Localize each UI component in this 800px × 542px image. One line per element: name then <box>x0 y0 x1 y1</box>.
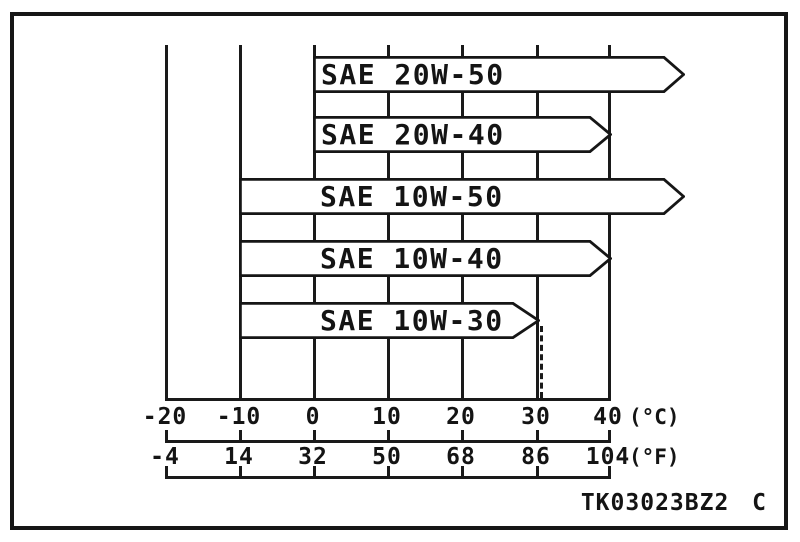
celsius-tick-10: 10 <box>372 404 402 430</box>
arrow-shape <box>239 302 540 339</box>
bar-sae-20w-50: SAE 20W-50 <box>313 56 685 93</box>
celsius-tick-40: 40 <box>593 404 623 430</box>
bar-label-sae-10w-30: SAE 10W-30 <box>320 304 504 337</box>
celsius-ruler-tick-1 <box>165 430 168 441</box>
arrow-shape <box>313 56 685 93</box>
fahrenheit-ruler-tick-2 <box>239 466 242 477</box>
arrow-shape <box>313 116 612 153</box>
bar-sae-10w-50: SAE 10W-50 <box>239 178 685 215</box>
gridline-40c <box>608 45 611 400</box>
celsius-ruler-line <box>165 440 611 443</box>
fahrenheit-tick-minus-4: -4 <box>150 444 180 470</box>
fahrenheit-unit-label: (°F) <box>629 445 680 469</box>
fahrenheit-ruler-line <box>165 476 611 479</box>
fahrenheit-ruler-tick-5 <box>461 466 464 477</box>
fahrenheit-tick-104: 104 <box>585 444 631 470</box>
fahrenheit-tick-86: 86 <box>521 444 551 470</box>
fahrenheit-ruler-tick-6 <box>536 466 539 477</box>
arrow-shape <box>239 178 685 215</box>
gridline-10c <box>387 45 390 400</box>
gridline-30c <box>536 45 539 400</box>
fahrenheit-ruler-tick-7 <box>608 466 611 477</box>
fahrenheit-ruler-tick-3 <box>313 466 316 477</box>
fahrenheit-tick-32: 32 <box>298 444 328 470</box>
celsius-ruler-tick-7 <box>608 430 611 441</box>
gridline-0c <box>313 45 316 400</box>
bar-label-sae-20w-40: SAE 20W-40 <box>321 118 505 151</box>
celsius-tick-30: 30 <box>521 404 551 430</box>
celsius-ruler-tick-2 <box>239 430 242 441</box>
gridline-minus-20c <box>165 45 168 400</box>
fahrenheit-tick-68: 68 <box>446 444 476 470</box>
bar-label-sae-20w-50: SAE 20W-50 <box>321 58 505 91</box>
fahrenheit-tick-50: 50 <box>372 444 402 470</box>
celsius-unit-label: (°C) <box>629 405 680 429</box>
bar-sae-20w-40: SAE 20W-40 <box>313 116 612 153</box>
celsius-ruler-tick-5 <box>461 430 464 441</box>
figure-code: TK03023BZ2 C <box>580 490 767 516</box>
celsius-tick-minus-20: -20 <box>142 404 188 430</box>
dashed-line-30c <box>540 326 543 398</box>
x-axis-baseline <box>165 398 611 401</box>
celsius-tick-minus-10: -10 <box>216 404 262 430</box>
fahrenheit-tick-14: 14 <box>224 444 254 470</box>
fahrenheit-ruler-tick-1 <box>165 466 168 477</box>
bar-sae-10w-40: SAE 10W-40 <box>239 240 612 277</box>
bar-label-sae-10w-50: SAE 10W-50 <box>320 180 504 213</box>
celsius-ruler-tick-3 <box>313 430 316 441</box>
celsius-tick-20: 20 <box>446 404 476 430</box>
gridline-minus-10c <box>239 45 242 400</box>
celsius-tick-0: 0 <box>305 404 321 430</box>
arrow-shape <box>239 240 612 277</box>
bar-label-sae-10w-40: SAE 10W-40 <box>320 242 504 275</box>
celsius-ruler-tick-6 <box>536 430 539 441</box>
gridline-20c <box>461 45 464 400</box>
celsius-ruler-tick-4 <box>387 430 390 441</box>
bar-sae-10w-30: SAE 10W-30 <box>239 302 540 339</box>
fahrenheit-ruler-tick-4 <box>387 466 390 477</box>
